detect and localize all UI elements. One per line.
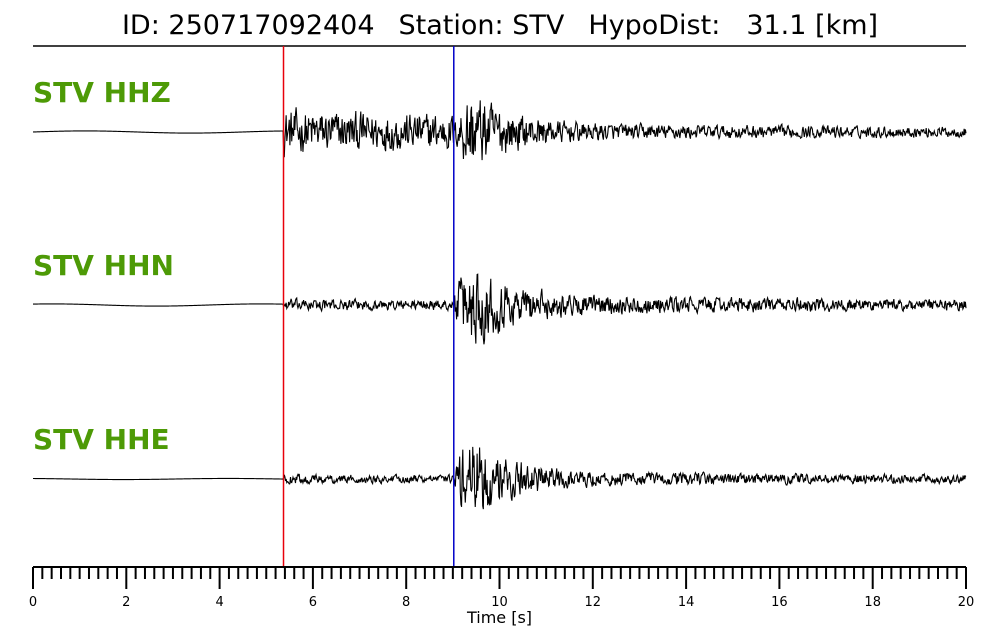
trace-stv-hhe [33, 446, 967, 510]
event-id: ID: 250717092404 [121, 10, 375, 41]
x-tick-label: 16 [771, 595, 788, 610]
traces-group [32, 100, 967, 510]
channel-label-stv-hhe: STV HHE [33, 423, 170, 456]
channel-labels: STV HHZ STV HHN STV HHE [33, 76, 174, 456]
channel-label-stv-hhz: STV HHZ [33, 76, 171, 109]
chart-title: ID: 250717092404 Station: STV HypoDist: 31.… [0, 10, 1000, 41]
x-axis-label: Time [s] [466, 608, 532, 627]
trace-stv-hhz [32, 100, 967, 161]
station-info: Station: STV [398, 10, 565, 41]
hypocentral-distance: HypoDist: 31.1 [km] [588, 10, 879, 41]
phase-picks [282, 46, 455, 567]
x-tick-label: 4 [215, 595, 223, 610]
x-tick-label: 0 [29, 595, 37, 610]
x-tick-label: 18 [864, 595, 881, 610]
trace-stv-hhn [32, 273, 967, 345]
time-axis: 0 2 4 6 8 10 12 14 16 18 20 Time [s] [29, 566, 975, 627]
x-tick-label: 6 [309, 595, 317, 610]
x-tick-label: 10 [491, 595, 508, 610]
x-tick-label: 8 [402, 595, 410, 610]
x-tick-label: 20 [958, 595, 975, 610]
channel-label-stv-hhn: STV HHN [33, 249, 174, 282]
x-tick-label: 14 [678, 595, 695, 610]
x-tick-label: 2 [122, 595, 130, 610]
x-tick-label: 12 [585, 595, 602, 610]
